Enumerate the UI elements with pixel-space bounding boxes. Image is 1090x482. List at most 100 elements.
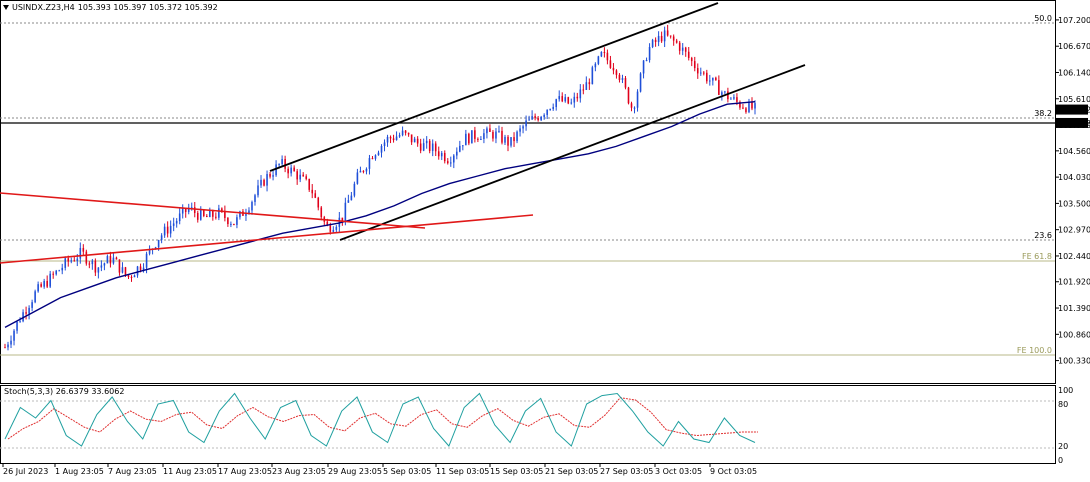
channel-upper-line[interactable] (269, 2, 719, 172)
candle-body (139, 266, 142, 270)
candle-body (492, 131, 494, 139)
candle-body (260, 179, 262, 186)
candle-body (269, 174, 271, 177)
price-label: 101.390 (1058, 304, 1090, 313)
moving-average-line[interactable] (4, 101, 756, 328)
fib-level-50-label: 50.0 (1034, 14, 1052, 23)
candle-body (76, 258, 79, 261)
candle-body (431, 143, 434, 151)
price-label: 106.140 (1058, 68, 1090, 77)
candle-body (513, 137, 515, 142)
candle-body (597, 56, 600, 64)
candle-body (666, 30, 669, 36)
candle-body (272, 175, 274, 177)
candle-body (633, 107, 636, 109)
stoch-main-line[interactable] (4, 392, 756, 447)
candle-body (519, 128, 521, 132)
trendline-red-ascending[interactable] (0, 214, 534, 264)
candle-body (118, 259, 121, 273)
candle-body (245, 213, 247, 216)
candle-body (100, 265, 103, 268)
candle-body (377, 152, 380, 156)
candle-body (648, 47, 651, 61)
candle-body (690, 57, 693, 62)
time-label: 11 Sep 03:05 (436, 467, 489, 476)
level-price-box (1056, 117, 1088, 128)
stoch-pane-border (0, 385, 1056, 464)
candle-body (209, 210, 211, 218)
candle-body (239, 211, 241, 218)
candle-body (733, 97, 735, 99)
candle-body (675, 40, 678, 43)
candle-body (82, 247, 85, 252)
candle-body (221, 208, 223, 211)
candle-body (498, 130, 500, 132)
candle-body (730, 98, 732, 100)
time-label: 23 Aug 23:05 (272, 467, 326, 476)
candle-body (636, 91, 639, 108)
candle-body (495, 131, 497, 139)
candle-body (254, 195, 256, 202)
candle-body (383, 142, 386, 146)
candle-body (353, 183, 356, 196)
candle-body (227, 217, 229, 225)
stoch-signal-line[interactable] (7, 397, 758, 440)
stoch-axis-label: 100 (1058, 386, 1073, 395)
stoch-axis-label: 80 (1058, 400, 1068, 409)
time-label: 3 Oct 03:05 (655, 467, 702, 476)
candle-body (558, 96, 561, 100)
time-axis: 26 Jul 2023 1 Aug 23:05 7 Aug 23:05 11 Aug … (2, 464, 757, 476)
candle-body (332, 229, 335, 232)
fib-level-38-label: 38.2 (1034, 109, 1052, 118)
candle-body (654, 39, 657, 43)
candle-body (281, 159, 283, 165)
chart-header[interactable]: USINDX.Z23,H4 105.393 105.397 105.372 10… (3, 3, 218, 12)
candle-body (88, 263, 91, 265)
trendline-red-descending[interactable] (0, 192, 426, 229)
candle-body (13, 330, 15, 341)
candle-body (525, 120, 527, 127)
candle-body (727, 91, 729, 100)
candle-body (422, 143, 425, 151)
candle-body (585, 82, 588, 90)
candle-body (344, 202, 347, 221)
candle-body (278, 164, 280, 166)
candle-body (459, 145, 461, 152)
channel-lower-line[interactable] (339, 64, 806, 241)
candle-body (371, 158, 374, 160)
candle-body (202, 210, 205, 216)
candle-body (22, 312, 24, 322)
candle-body (46, 280, 48, 287)
candle-body (745, 108, 747, 113)
candle-body (25, 312, 27, 314)
price-label: 105.610 (1058, 95, 1090, 104)
price-label: 104.560 (1058, 147, 1090, 156)
fe-100-label: FE 100.0 (1017, 346, 1052, 355)
candle-body (314, 193, 317, 198)
time-label: 9 Oct 03:05 (710, 467, 757, 476)
candle-body (395, 136, 398, 141)
candle-body (621, 78, 624, 80)
candle-body (374, 155, 377, 159)
candle-body (166, 226, 169, 234)
candle-body (522, 126, 524, 129)
candle-body (85, 251, 88, 264)
candle-body (606, 52, 609, 61)
candle-body (660, 35, 663, 42)
candle-body (706, 72, 708, 82)
candle-body (696, 68, 699, 74)
candle-body (230, 223, 232, 225)
candle-body (181, 208, 184, 214)
current-price-text: 105.392 (1058, 106, 1090, 115)
candle-body (443, 153, 446, 162)
candle-body (266, 174, 268, 186)
candle-body (329, 225, 332, 232)
candle-body (49, 273, 51, 287)
candle-body (362, 170, 365, 172)
candle-body (742, 107, 744, 109)
candle-body (739, 101, 741, 108)
triangle-down-icon[interactable] (3, 5, 9, 10)
candle-body (471, 130, 473, 144)
